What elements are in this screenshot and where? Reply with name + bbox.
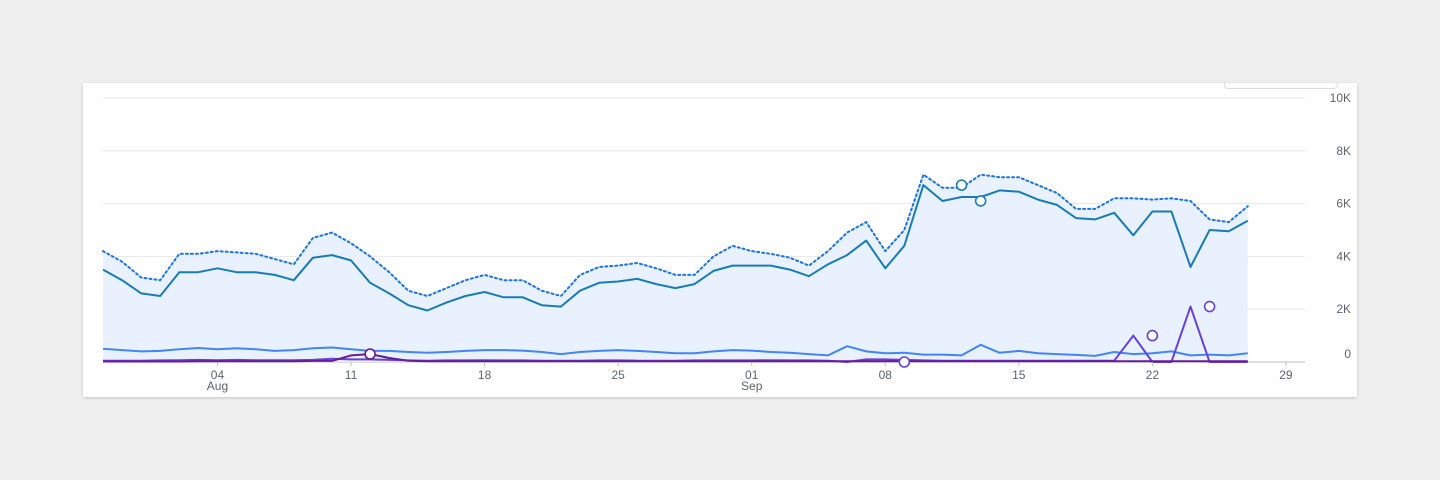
y-tick-label: 6K bbox=[1336, 197, 1351, 211]
x-tick-label: 15 bbox=[1012, 368, 1026, 382]
x-tick-label: 18 bbox=[478, 368, 492, 382]
series-area bbox=[103, 174, 1248, 362]
x-tick-label: 01 bbox=[745, 368, 759, 382]
y-tick-label: 8K bbox=[1336, 144, 1351, 158]
x-tick-label: 04 bbox=[211, 368, 225, 382]
x-tick-label: 08 bbox=[879, 368, 893, 382]
series-marker[interactable] bbox=[1203, 300, 1216, 313]
series-marker[interactable] bbox=[974, 195, 987, 207]
series-marker[interactable] bbox=[955, 179, 968, 191]
y-tick-label: 0 bbox=[1344, 347, 1351, 361]
series-line bbox=[102, 173, 1249, 297]
x-tick-label: 29 bbox=[1279, 368, 1293, 382]
chart-card: 10K 8K 6K 4K 2K 0 04 Aug 11 18 25 01 Sep 08 15 22 29 bbox=[83, 83, 1357, 397]
series-line bbox=[103, 353, 1248, 363]
x-tick-month-label: Aug bbox=[207, 379, 228, 393]
y-tick-label: 10K bbox=[1330, 91, 1351, 105]
series-marker[interactable] bbox=[364, 348, 376, 360]
series-line bbox=[102, 184, 1249, 312]
y-tick-label: 4K bbox=[1336, 249, 1351, 263]
x-tick-month-label: Sep bbox=[741, 379, 763, 393]
series-line bbox=[102, 343, 1248, 357]
series-marker[interactable] bbox=[898, 356, 911, 368]
x-tick-label: 11 bbox=[345, 368, 358, 382]
series-marker[interactable] bbox=[1146, 329, 1159, 342]
x-tick-label: 25 bbox=[611, 368, 625, 382]
chart-options-control[interactable] bbox=[1224, 83, 1338, 89]
x-tick-label: 22 bbox=[1146, 368, 1160, 382]
y-tick-label: 2K bbox=[1336, 302, 1351, 316]
